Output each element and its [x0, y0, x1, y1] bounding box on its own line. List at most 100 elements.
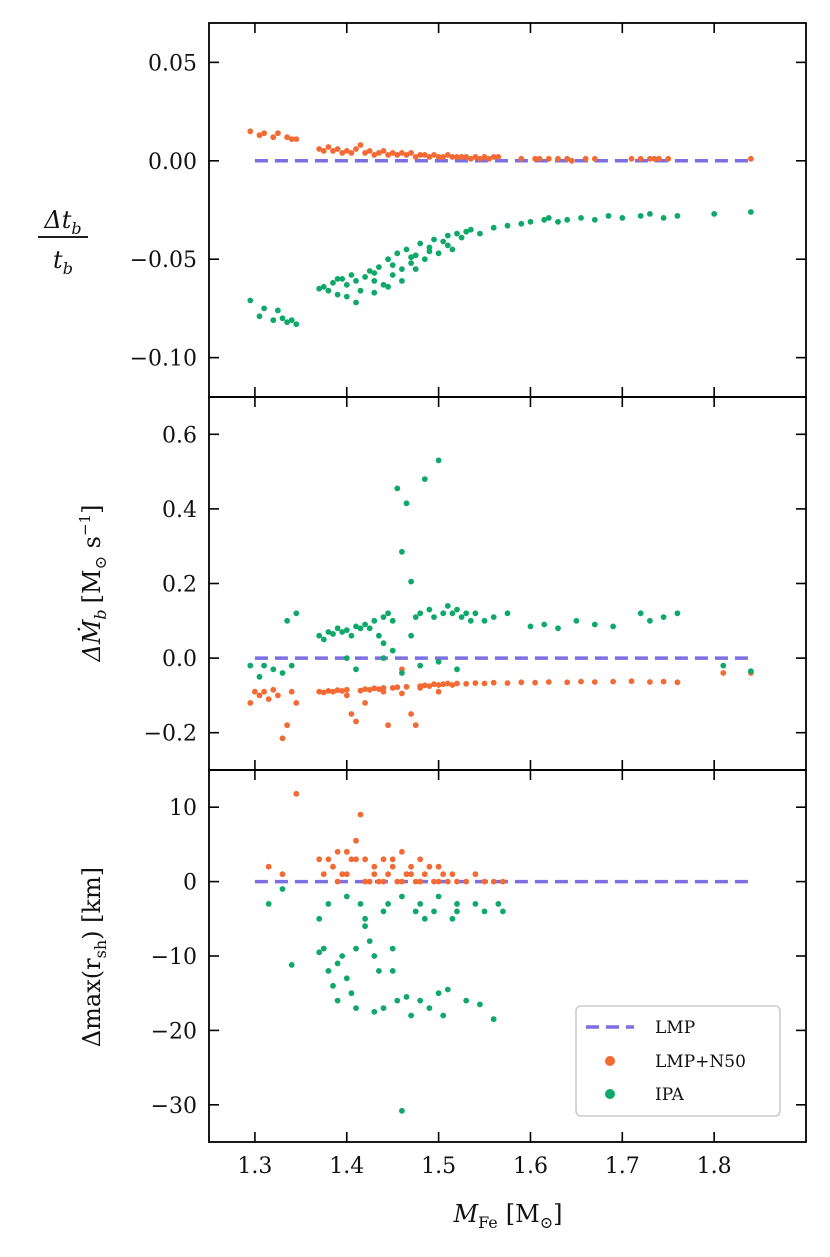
data-point: [334, 687, 341, 694]
data-point: [431, 878, 437, 885]
data-point: [325, 629, 332, 635]
data-point: [371, 270, 378, 276]
data-point: [394, 684, 401, 691]
data-point: [288, 688, 295, 695]
data-point: [412, 266, 419, 272]
top-ylabel-num: Δt: [43, 206, 71, 234]
data-point: [408, 1012, 414, 1019]
data-point: [408, 254, 414, 261]
data-point: [265, 863, 272, 870]
data-point: [265, 901, 272, 907]
data-point: [591, 216, 598, 223]
data-point: [334, 625, 341, 632]
top-ylabel-den-sub: b: [63, 259, 73, 278]
data-point: [320, 283, 327, 290]
data-point: [463, 610, 470, 617]
data-point: [353, 1005, 359, 1011]
data-point: [247, 128, 254, 135]
data-point: [339, 688, 346, 694]
data-point: [435, 658, 442, 665]
data-point: [256, 313, 263, 320]
data-point: [444, 878, 451, 885]
data-point: [343, 692, 350, 699]
series-lmp-n50: [247, 666, 754, 742]
data-point: [490, 154, 497, 160]
y-tick-label: 0.2: [162, 573, 197, 598]
data-point: [647, 211, 653, 217]
data-point: [316, 915, 323, 922]
data-point: [353, 666, 359, 673]
data-point: [275, 307, 281, 314]
data-point: [412, 252, 419, 259]
data-point: [385, 722, 391, 729]
data-point: [339, 629, 346, 635]
data-point: [362, 621, 368, 628]
data-point: [674, 213, 681, 219]
bottom-ylabel: Δmax(rsh) [km]: [78, 867, 110, 1047]
data-point: [362, 686, 368, 692]
data-point: [426, 863, 433, 870]
data-point: [399, 548, 405, 555]
data-point: [674, 679, 681, 686]
data-point: [357, 625, 364, 632]
data-point: [293, 700, 300, 706]
data-point: [357, 901, 364, 907]
data-point: [343, 655, 350, 661]
data-point: [426, 154, 433, 160]
data-point: [647, 155, 653, 162]
data-point: [449, 871, 456, 878]
panels-layer: −0.10 −0.05 0.00 0.05 −0.2 0.0 0.2 0.4 0.6 1.3 1.4…: [130, 22, 807, 1179]
data-point: [435, 457, 442, 464]
data-point: [481, 878, 488, 885]
data-point: [247, 297, 254, 304]
data-point: [394, 878, 401, 885]
data-point: [578, 215, 584, 221]
data-point: [399, 150, 405, 156]
data-point: [261, 688, 267, 695]
data-point: [316, 949, 323, 956]
data-point: [444, 242, 451, 249]
data-point: [334, 997, 341, 1004]
data-point: [472, 680, 479, 686]
data-point: [270, 134, 277, 141]
data-point: [376, 878, 382, 885]
data-point: [417, 662, 424, 669]
data-point: [541, 621, 548, 628]
data-point: [431, 152, 437, 158]
data-point: [435, 688, 442, 695]
data-point: [403, 683, 410, 690]
data-point: [610, 623, 616, 630]
data-point: [545, 155, 552, 162]
x-tick-label: 1.4: [329, 1154, 364, 1179]
legend-ipa-marker: [605, 1089, 615, 1099]
y-tick-label: 0.0: [162, 647, 197, 672]
data-point: [477, 1001, 483, 1008]
data-point: [353, 299, 359, 306]
data-point: [711, 211, 718, 217]
data-point: [481, 154, 488, 160]
data-point: [412, 908, 419, 915]
data-point: [343, 871, 350, 878]
data-point: [261, 662, 267, 669]
data-point: [357, 811, 364, 818]
data-point: [371, 685, 378, 692]
data-point: [380, 878, 387, 885]
data-point: [362, 856, 368, 863]
data-point: [454, 901, 460, 907]
data-point: [449, 246, 456, 253]
data-point: [380, 614, 387, 620]
data-point: [417, 901, 424, 907]
y-tick-label: −0.2: [144, 722, 197, 747]
data-point: [385, 256, 391, 263]
data-point: [467, 155, 474, 162]
top-ylabel-num-sub: b: [71, 219, 81, 238]
data-point: [256, 692, 263, 699]
data-point: [564, 155, 571, 162]
data-point: [472, 610, 479, 617]
data-point: [435, 154, 442, 160]
data-point: [421, 682, 428, 689]
data-point: [389, 856, 396, 863]
data-point: [591, 155, 598, 162]
y-tick-label: −0.10: [130, 347, 197, 372]
data-point: [293, 321, 300, 328]
